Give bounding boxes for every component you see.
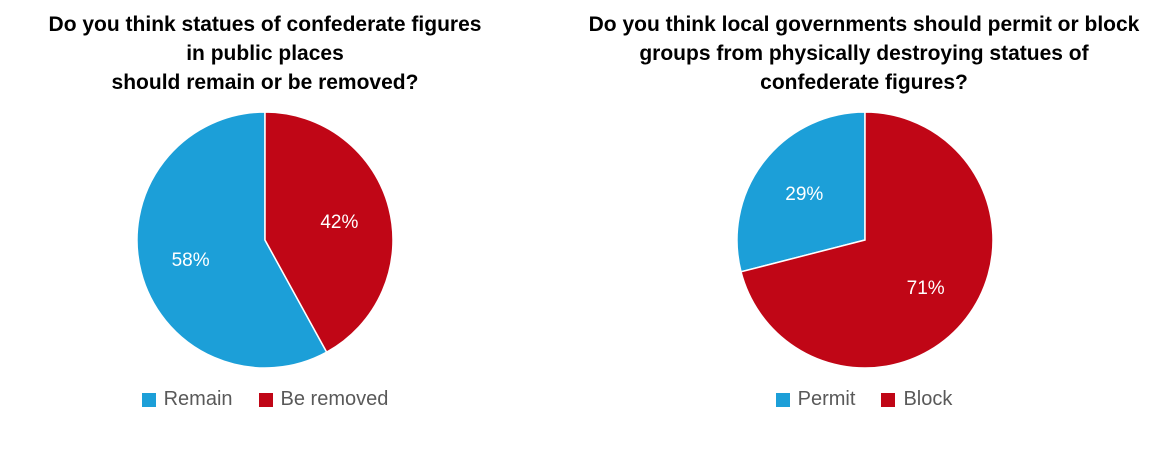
- pie-slice-remain: [136, 111, 328, 369]
- chart-panel-statues-remain: Do you think statues of confederate figu…: [0, 0, 530, 463]
- legend-label: Be removed: [280, 388, 389, 410]
- pie-slice-permit: [736, 111, 866, 273]
- data-label-be-removed: 42%: [320, 212, 358, 233]
- legend-item-be-removed: Be removed: [258, 388, 389, 411]
- data-label-permit: 29%: [785, 184, 823, 205]
- legend-swatch: [258, 392, 273, 407]
- legend-item-permit: Permit: [775, 388, 856, 411]
- legend-label: Permit: [797, 388, 856, 410]
- chart-title-line: Do you think local governments should pe…: [588, 13, 1140, 36]
- legend-item-remain: Remain: [141, 388, 233, 411]
- chart-title: Do you think local governments should pe…: [584, 10, 1144, 97]
- chart-title-line: groups from physically destroying statue…: [639, 42, 1089, 65]
- legend-label: Remain: [163, 388, 233, 410]
- chart-legend: Remain Be removed: [0, 388, 530, 411]
- legend-swatch: [881, 392, 896, 407]
- pie-slice-be-removed: [264, 111, 394, 354]
- chart-title: Do you think statues of confederate figu…: [0, 10, 530, 97]
- chart-panel-permit-block: Do you think local governments should pe…: [584, 0, 1144, 463]
- pie-slice-block: [740, 111, 994, 369]
- chart-title-line: in public places: [186, 42, 344, 65]
- pie-chart: 58% 42%: [136, 111, 394, 369]
- legend-item-block: Block: [881, 388, 952, 411]
- data-label-block: 71%: [907, 278, 945, 299]
- chart-legend: Permit Block: [584, 388, 1144, 411]
- chart-title-line: confederate figures?: [760, 71, 968, 94]
- legend-label: Block: [903, 388, 953, 410]
- legend-swatch: [141, 392, 156, 407]
- chart-title-line: should remain or be removed?: [111, 71, 419, 94]
- legend-swatch: [775, 392, 790, 407]
- chart-title-line: Do you think statues of confederate figu…: [48, 13, 482, 36]
- data-label-remain: 58%: [172, 250, 210, 271]
- pie-chart: 29% 71%: [736, 111, 994, 369]
